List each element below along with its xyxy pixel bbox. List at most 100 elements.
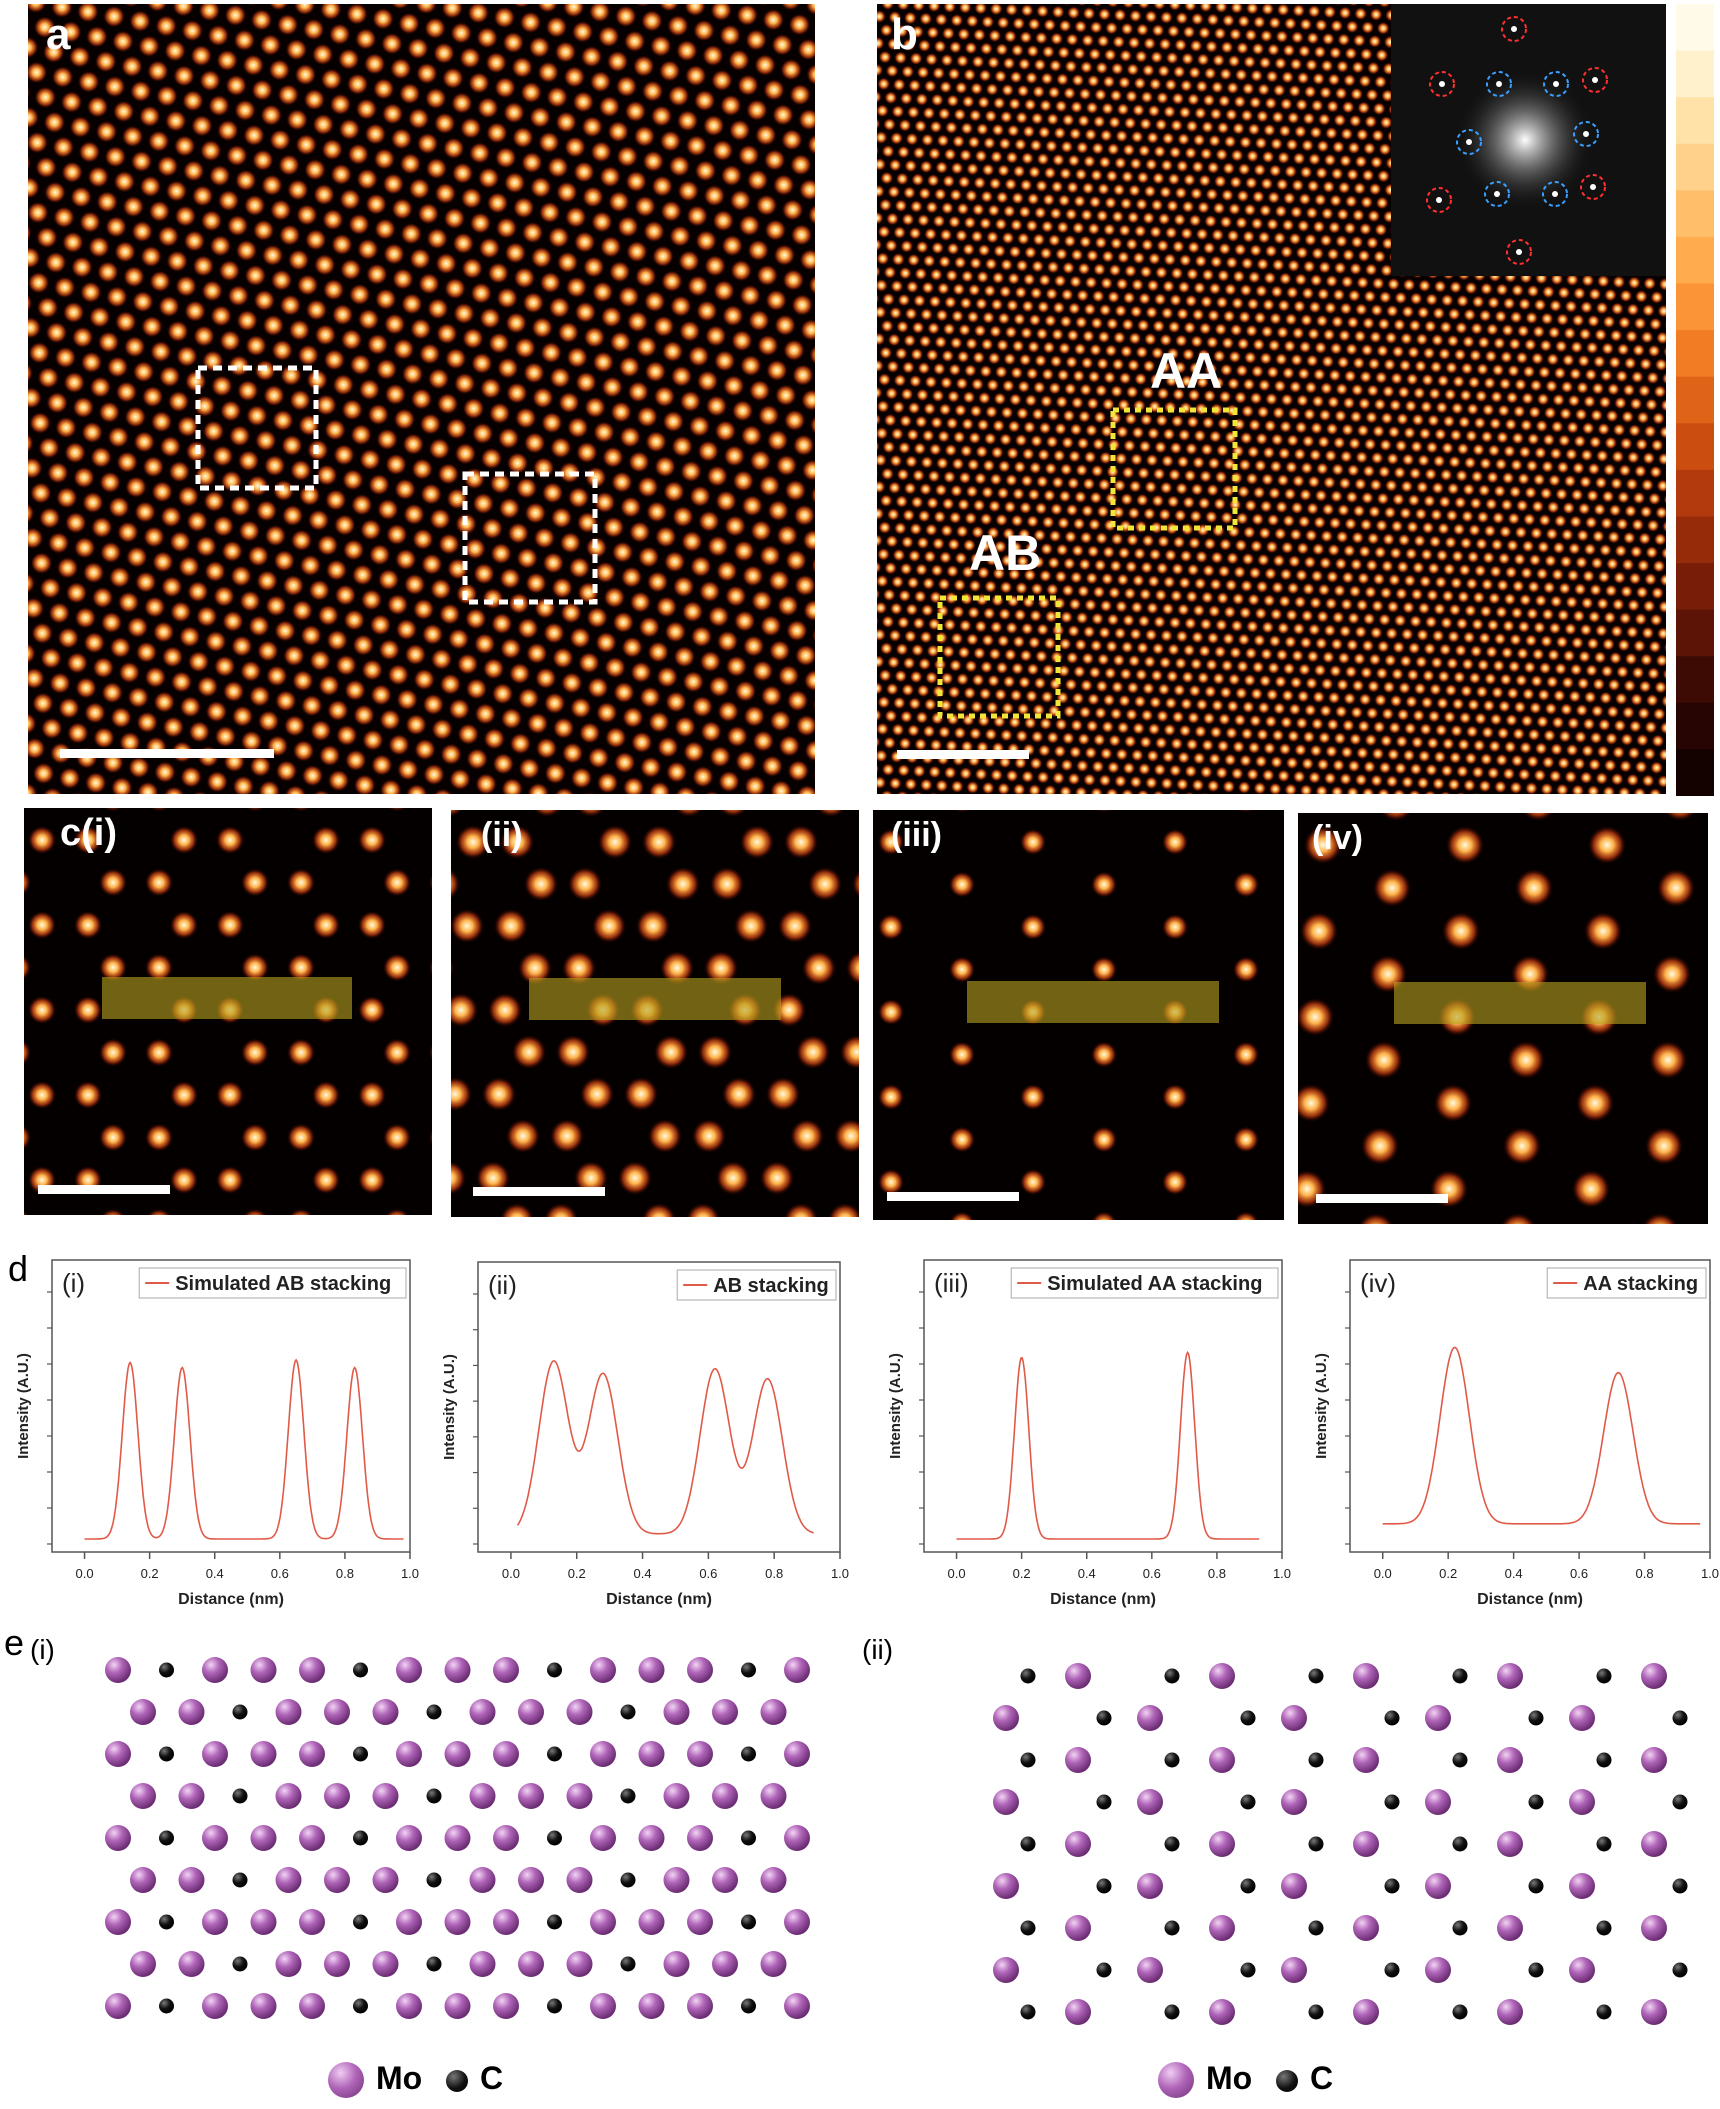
atom-column: [965, 14, 979, 28]
atom-column: [1645, 1127, 1683, 1165]
colorbar-segment: [1676, 236, 1714, 285]
legend-label: Simulated AB stacking: [175, 1273, 391, 1295]
mo-atom: [638, 1825, 665, 1851]
atom-column: [129, 80, 152, 103]
atom-column: [1550, 420, 1564, 434]
atom-column: [1421, 669, 1435, 683]
atom-column: [901, 65, 915, 79]
atom-column: [1220, 659, 1234, 673]
atom-column: [1230, 4, 1244, 14]
atom-column: [1238, 458, 1252, 472]
atom-column: [1489, 712, 1503, 726]
atom-column: [562, 4, 585, 18]
atom-column: [1621, 410, 1635, 424]
atom-column: [1197, 200, 1210, 214]
atom-column: [988, 29, 1002, 43]
atom-column: [1377, 317, 1391, 331]
atom-column: [28, 712, 37, 735]
atom-column: [176, 415, 199, 438]
atom-column: [1000, 554, 1014, 567]
atom-column: [1339, 450, 1353, 463]
atom-column: [1129, 627, 1143, 641]
atom-column: [963, 686, 977, 700]
atom-column: [634, 195, 657, 218]
atom-column: [1353, 181, 1367, 195]
atom-column: [24, 808, 27, 810]
atom-column: [1386, 452, 1400, 466]
atom-column: [1330, 637, 1344, 651]
atom-column: [1307, 327, 1321, 341]
atom-column: [1141, 63, 1155, 77]
mo-atom: [469, 1951, 496, 1977]
atom-column: [1106, 613, 1120, 627]
atom-column: [880, 789, 893, 794]
atom-column: [1053, 274, 1067, 288]
atom-column: [1450, 401, 1464, 415]
atom-column: [950, 161, 964, 175]
atom-column: [1408, 319, 1422, 332]
atom-column: [1471, 295, 1485, 309]
atom-column: [42, 41, 65, 64]
atom-column: [1062, 409, 1076, 423]
atom-column: [751, 660, 774, 682]
atom-column: [1644, 572, 1657, 586]
atom-column: [1291, 649, 1304, 663]
atom-column: [1250, 687, 1264, 701]
atom-column: [1399, 332, 1413, 346]
atom-column: [1115, 277, 1129, 291]
atom-column: [1114, 600, 1128, 613]
atom-column: [1026, 192, 1040, 206]
atom-column: [1230, 767, 1244, 781]
atom-column: [1012, 17, 1026, 30]
atom-column: [178, 625, 201, 648]
atom-column: [936, 282, 950, 295]
atom-column: [1405, 372, 1419, 386]
atom-column: [1040, 72, 1054, 86]
atom-column: [926, 644, 940, 658]
atom-column: [216, 826, 244, 854]
atom-column: [1294, 420, 1308, 434]
atom-column: [891, 252, 905, 266]
atom-column: [1368, 653, 1382, 666]
atom-column: [1159, 10, 1173, 24]
atom-column: [376, 498, 399, 521]
mo-atom: [1425, 1789, 1451, 1815]
atom-column: [1402, 278, 1416, 292]
atom-column: [971, 525, 985, 539]
atom-column: [802, 951, 836, 985]
atom-column: [46, 391, 69, 414]
atom-column: [1276, 473, 1290, 487]
atom-column: [877, 453, 887, 467]
atom-column: [1347, 759, 1361, 773]
atom-column: [1236, 189, 1250, 203]
atom-column: [293, 4, 316, 16]
atom-column: [328, 23, 351, 46]
atom-column: [237, 449, 260, 472]
atom-column: [786, 689, 809, 712]
atom-column: [240, 730, 263, 753]
atom-column: [1572, 286, 1586, 300]
atom-column: [1223, 135, 1237, 149]
atom-column: [1264, 567, 1277, 581]
atom-column: [1290, 353, 1304, 367]
atom-column: [946, 242, 960, 256]
atom-column: [775, 454, 798, 477]
atom-column: [1046, 408, 1060, 422]
atom-column: [1356, 424, 1370, 437]
atom-column: [1335, 530, 1349, 544]
atom-column: [1656, 479, 1666, 493]
atom-column: [595, 631, 618, 654]
atom-column: [1074, 786, 1088, 794]
atom-column: [791, 294, 814, 316]
atom-column: [911, 321, 925, 335]
atom-column: [1233, 95, 1247, 109]
atom-column: [642, 1203, 676, 1217]
atom-column: [1397, 533, 1411, 547]
atom-column: [880, 171, 894, 185]
atom-column: [679, 390, 702, 413]
atom-column: [1345, 342, 1359, 356]
atom-column: [1357, 397, 1371, 411]
atom-column: [759, 544, 782, 567]
atom-column: [184, 370, 207, 393]
atom-column: [1010, 514, 1024, 528]
